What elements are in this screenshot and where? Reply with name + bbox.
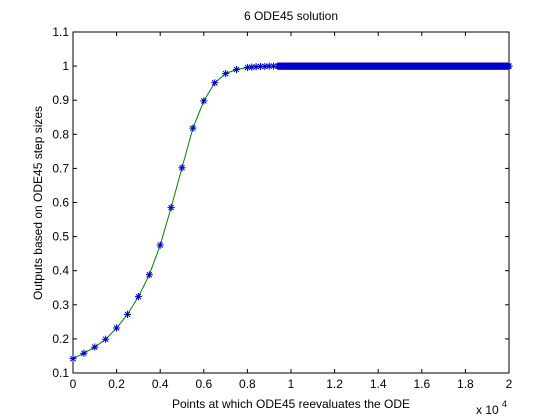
- data-point-marker: [232, 65, 241, 74]
- data-point-marker: [113, 324, 121, 332]
- y-tick-label: 0.4: [52, 264, 69, 278]
- y-tick-label: 0.3: [52, 298, 69, 312]
- data-point-marker: [200, 97, 208, 105]
- x-tick-label: 1.2: [326, 377, 343, 391]
- data-point-marker: [256, 62, 265, 71]
- x-tick-label: 1.6: [413, 377, 430, 391]
- data-point-marker: [80, 349, 88, 357]
- band-marker: [505, 62, 513, 70]
- y-tick-label: 1: [62, 59, 69, 73]
- data-point-marker: [156, 241, 164, 249]
- x-axis-title: Points at which ODE45 reevaluates the OD…: [172, 397, 410, 411]
- data-point-marker: [178, 164, 186, 172]
- data-point-marker: [269, 62, 278, 70]
- y-tick-label: 0.8: [52, 127, 69, 141]
- x-multiplier-exponent: 4: [502, 399, 507, 409]
- x-tick-label: 1: [288, 377, 295, 391]
- dense-marker-band: [274, 62, 513, 70]
- y-tick-labels: 0.1 0.2 0.3 0.4 0.5 0.6 0.7 0.8 0.9 1 1.1: [52, 25, 69, 380]
- data-point-marker: [123, 310, 132, 318]
- data-point-marker: [211, 79, 219, 87]
- data-point-marker: [252, 63, 260, 71]
- y-axis-title: Outputs based on ODE45 step sizes: [31, 106, 45, 300]
- y-tick-label: 0.9: [52, 93, 69, 107]
- data-point-marker: [69, 355, 77, 363]
- x-tick-label: 2: [506, 377, 513, 391]
- x-tick-label: 0.2: [108, 377, 125, 391]
- axis-ticks: [72, 31, 510, 374]
- x-tick-label: 0: [70, 377, 77, 391]
- data-point-marker: [248, 63, 256, 71]
- x-tick-labels: 0 0.2 0.4 0.6 0.8 1 1.2 1.4 1.6 1.8 2: [70, 377, 513, 391]
- data-point-marker: [134, 293, 142, 301]
- data-point-marker: [189, 124, 197, 132]
- y-tick-label: 0.5: [52, 230, 69, 244]
- y-tick-label: 1.1: [52, 25, 69, 39]
- y-tick-label: 0.6: [52, 196, 69, 210]
- x-tick-label: 1.8: [457, 377, 474, 391]
- y-tick-label: 0.7: [52, 161, 69, 175]
- y-tick-label: 0.1: [52, 366, 69, 380]
- data-point-marker: [261, 62, 269, 71]
- series-markers: [69, 62, 278, 363]
- data-point-marker: [102, 335, 110, 343]
- plot-frame: [72, 31, 510, 374]
- y-tick-label: 0.2: [52, 332, 69, 346]
- x-tick-label: 0.4: [152, 377, 169, 391]
- data-point-marker: [243, 63, 251, 72]
- x-tick-label: 1.4: [370, 377, 387, 391]
- data-point-marker: [91, 343, 99, 351]
- data-point-marker: [167, 204, 175, 212]
- x-tick-label: 0.6: [195, 377, 212, 391]
- x-multiplier-label: x 10: [476, 403, 499, 417]
- data-point-marker: [145, 271, 153, 279]
- data-point-marker: [222, 70, 230, 78]
- x-tick-label: 0.8: [239, 377, 256, 391]
- chart-title: 6 ODE45 solution: [244, 9, 338, 23]
- data-point-marker: [265, 62, 273, 70]
